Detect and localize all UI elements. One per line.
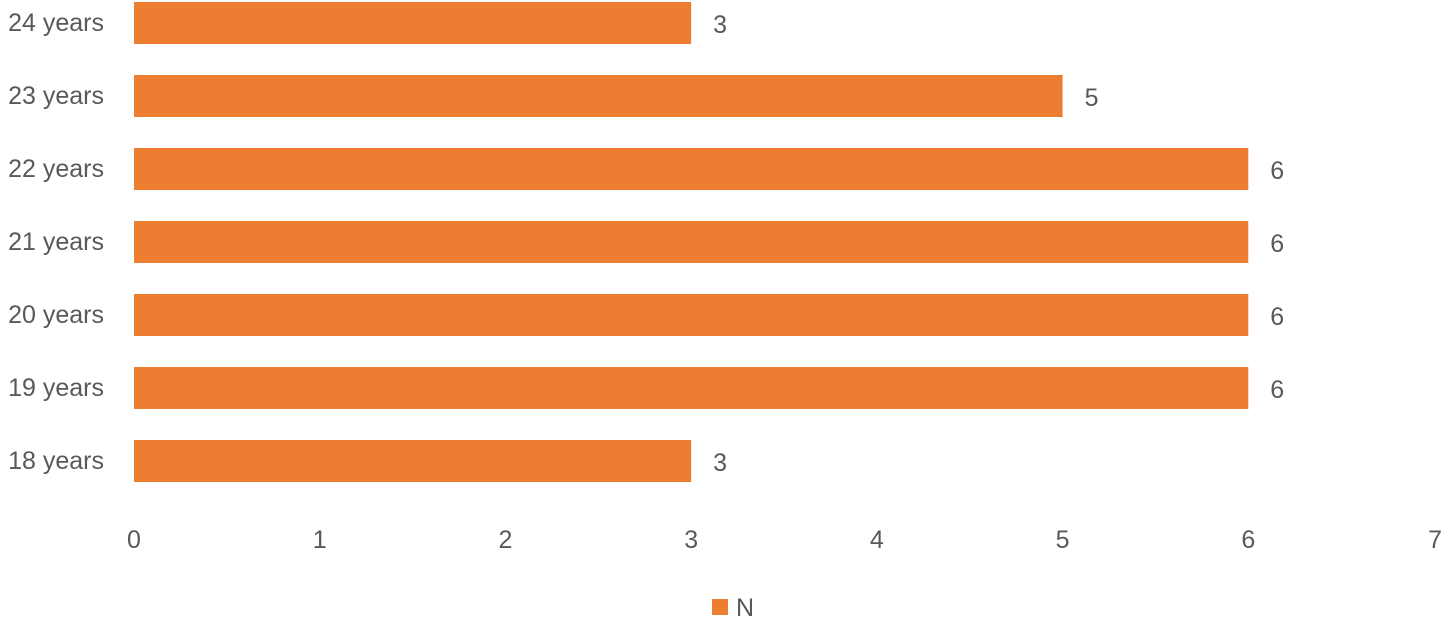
x-tick-label: 2 (498, 526, 512, 554)
data-label: 3 (713, 11, 727, 39)
category-label: 23 years (8, 82, 104, 110)
data-label: 3 (713, 449, 727, 477)
data-label: 5 (1085, 84, 1099, 112)
data-labels: 3 6 6 6 6 5 3 (713, 11, 1284, 477)
category-label: 18 years (8, 447, 104, 475)
data-label: 6 (1270, 376, 1284, 404)
bar (134, 440, 692, 482)
x-tick-label: 1 (313, 526, 327, 554)
x-tick-label: 7 (1428, 526, 1442, 554)
bar (134, 2, 692, 44)
legend: N (712, 594, 754, 617)
bar (134, 75, 1063, 117)
legend-label: N (736, 594, 754, 617)
category-label: 21 years (8, 228, 104, 256)
bar (134, 148, 1249, 190)
bar (134, 221, 1249, 263)
x-tick-label: 3 (684, 526, 698, 554)
data-label: 6 (1270, 157, 1284, 185)
category-label: 22 years (8, 155, 104, 183)
category-label: 24 years (8, 9, 104, 37)
category-labels: 18 years 19 years 20 years 21 years 22 years… (8, 9, 104, 475)
bars-layer (134, 2, 1249, 482)
x-tick-label: 5 (1056, 526, 1070, 554)
data-label: 6 (1270, 230, 1284, 258)
bar (134, 294, 1249, 336)
x-tick-label: 6 (1241, 526, 1255, 554)
bar (134, 367, 1249, 409)
x-tick-label: 4 (870, 526, 884, 554)
category-label: 19 years (8, 374, 104, 402)
x-tick-label: 0 (127, 526, 141, 554)
data-label: 6 (1270, 303, 1284, 331)
category-label: 20 years (8, 301, 104, 329)
x-axis-ticks: 0 1 2 3 4 5 6 7 (127, 526, 1442, 554)
legend-swatch (712, 599, 728, 615)
